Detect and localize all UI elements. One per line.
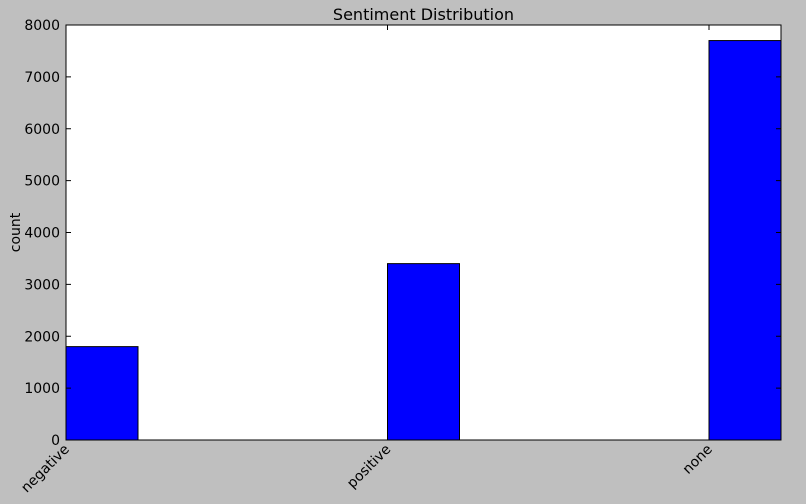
y-tick-label: 4000	[24, 226, 60, 242]
bar-none	[708, 40, 782, 441]
chart-title: Sentiment Distribution	[333, 5, 514, 24]
y-tick-label: 7000	[24, 70, 60, 86]
plot-frame	[65, 24, 782, 441]
y-axis-ticks: 0 1000 2000 3000 4000 5000 6000 7000 8000	[24, 18, 781, 449]
y-axis-label: count	[8, 212, 24, 252]
bar-negative	[65, 346, 139, 441]
y-tick-label: 8000	[24, 18, 60, 34]
y-tick-label: 5000	[24, 174, 60, 190]
y-tick-label: 6000	[24, 122, 60, 138]
y-tick-label: 1000	[24, 381, 60, 397]
y-tick-label: 2000	[24, 329, 60, 345]
y-tick-label: 0	[51, 433, 60, 449]
bars-group	[65, 40, 782, 441]
bar-positive	[387, 263, 460, 441]
y-tick-label: 3000	[24, 277, 60, 293]
